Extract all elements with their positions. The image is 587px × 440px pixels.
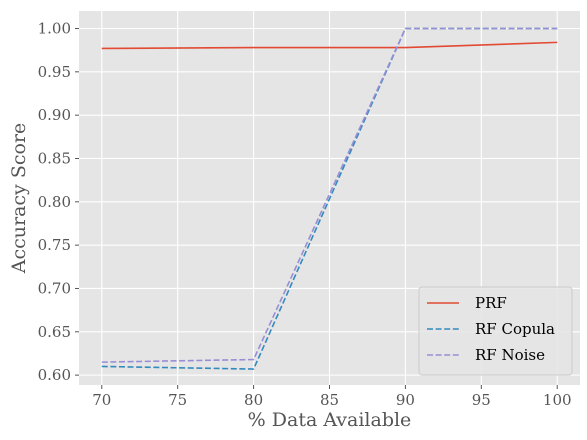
y-tick-label: 0.60 — [38, 366, 71, 384]
y-tick-label: 0.90 — [38, 106, 71, 124]
y-tick-label: 0.65 — [38, 323, 71, 341]
x-tick-label: 95 — [472, 391, 491, 409]
y-tick-label: 0.70 — [38, 279, 71, 297]
x-tick-label: 90 — [396, 391, 415, 409]
legend-label: RF Noise — [475, 346, 545, 364]
series-lines — [101, 27, 558, 370]
x-tick-label: 100 — [543, 391, 572, 409]
series-line-rf-copula — [101, 27, 558, 370]
y-axis-ticks: 0.60 0.65 0.70 0.75 0.80 0.85 0.90 0.95 1.00 — [38, 20, 79, 384]
legend-label: RF Copula — [475, 320, 555, 338]
x-axis-ticks: 70 75 80 85 90 95 100 — [92, 385, 572, 409]
y-axis-label: Accuracy Score — [8, 123, 30, 275]
x-tick-label: 80 — [244, 391, 263, 409]
legend-label: PRF — [475, 294, 507, 312]
series-line-prf — [101, 41, 558, 50]
x-tick-label: 85 — [320, 391, 339, 409]
y-tick-label: 0.95 — [38, 63, 71, 81]
legend-box — [418, 286, 573, 376]
y-tick-label: 0.85 — [38, 149, 71, 167]
x-tick-label: 75 — [168, 391, 187, 409]
y-tick-label: 0.80 — [38, 193, 71, 211]
y-tick-label: 1.00 — [38, 20, 71, 38]
x-tick-label: 70 — [92, 391, 111, 409]
legend: PRF RF Copula RF Noise — [418, 286, 573, 376]
x-axis-label: % Data Available — [248, 409, 412, 431]
y-tick-label: 0.75 — [38, 236, 71, 254]
